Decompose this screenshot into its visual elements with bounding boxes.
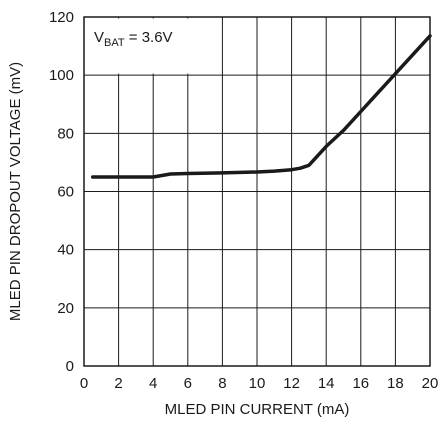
x-tick-label: 0 [80,375,88,392]
series-line-0 [90,34,432,179]
series-group [90,34,432,179]
x-axis-label: MLED PIN CURRENT (mA) [165,401,350,418]
x-tick-label: 10 [249,375,266,392]
x-tick-label: 18 [387,375,404,392]
x-tick-label: 6 [184,375,192,392]
x-tick-label: 8 [218,375,226,392]
vbat-value: = 3.6V [125,29,173,46]
x-tick-label: 16 [352,375,369,392]
y-tick-label: 80 [57,125,74,142]
x-tick-label: 2 [114,375,122,392]
y-tick-label: 100 [49,67,74,84]
annotation-box: VBAT = 3.6V [85,18,221,74]
y-tick-label: 60 [57,184,74,201]
y-tick-label: 20 [57,300,74,317]
x-tick-label: 4 [149,375,157,392]
x-tick-label: 20 [422,375,439,392]
y-tick-label: 40 [57,242,74,259]
annotation-background [85,18,221,74]
plot-frame [83,16,431,367]
y-tick-labels: 0 20 40 60 80 100 120 [49,9,74,375]
x-tick-label: 14 [318,375,335,392]
x-tick-labels: 0 2 4 6 8 10 12 14 16 18 20 [80,375,439,392]
y-tick-label: 0 [66,358,74,375]
vbat-symbol: V [94,29,104,46]
vbat-annotation: VBAT = 3.6V [94,29,173,49]
x-tick-label: 12 [283,375,300,392]
vbat-subscript: BAT [104,37,125,49]
y-axis-label: MLED PIN DROPOUT VOLTAGE (mV) [7,62,24,321]
y-tick-label: 120 [49,9,74,26]
